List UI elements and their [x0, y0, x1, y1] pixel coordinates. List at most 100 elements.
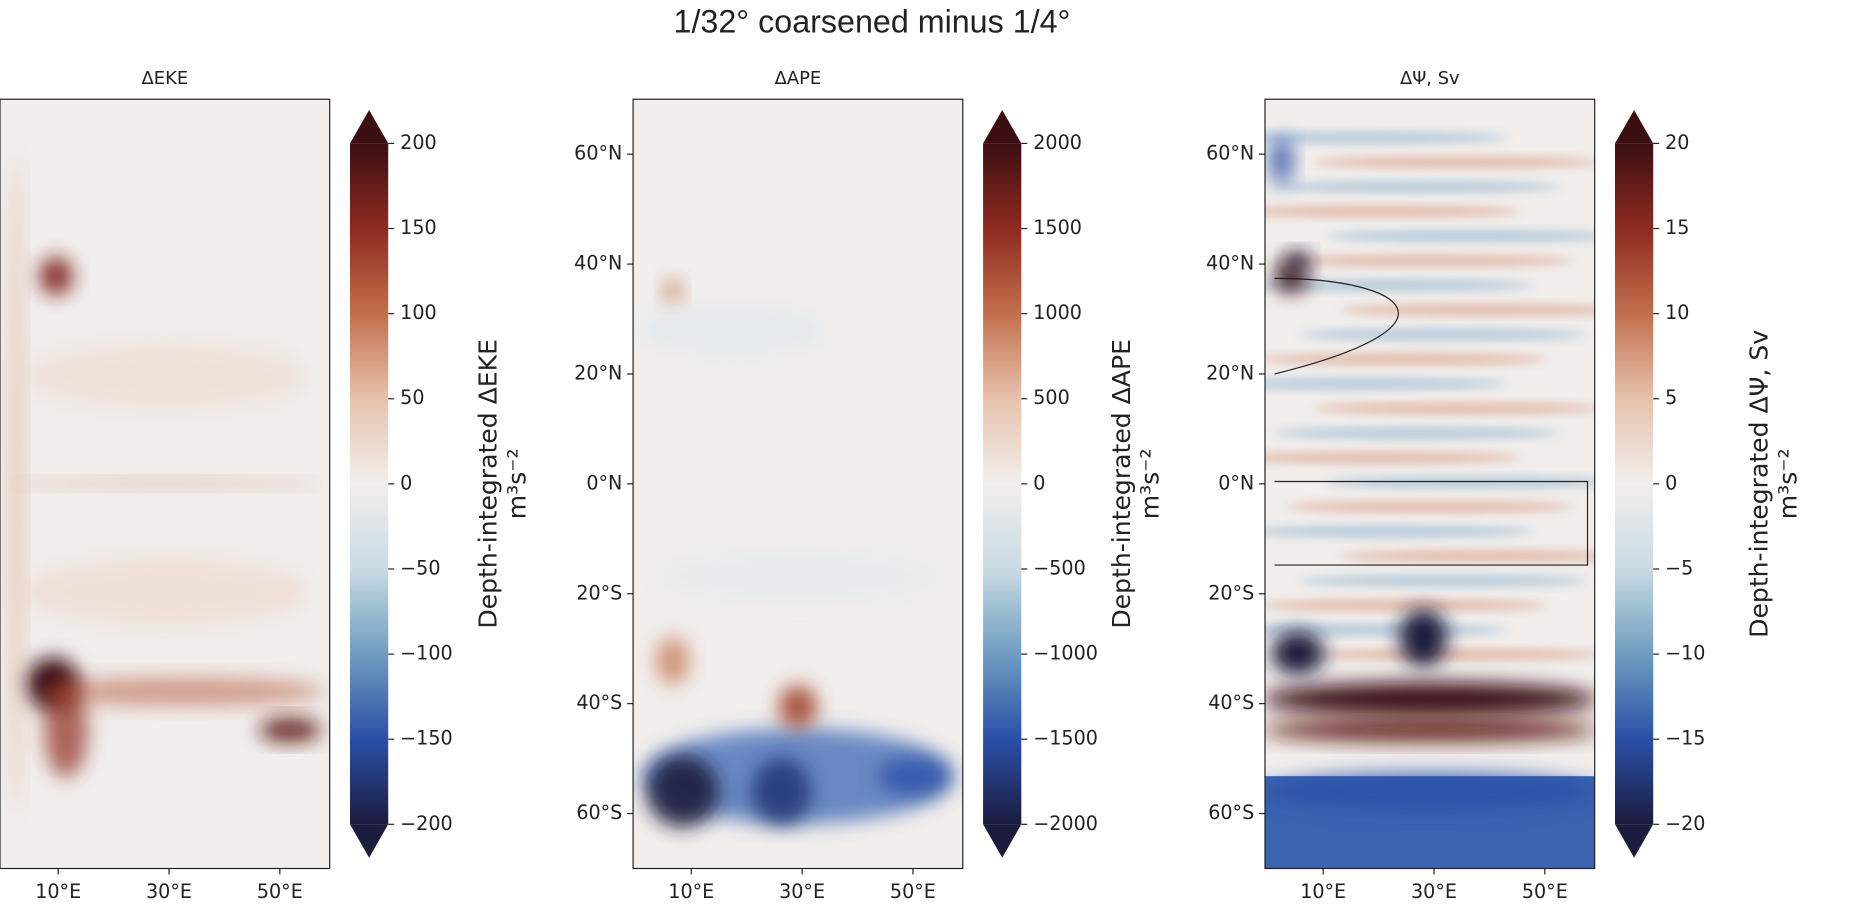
colorbar-label: Depth-integrated ΔAPE	[1107, 339, 1136, 629]
field-pattern	[1299, 328, 1587, 341]
colorbar-tick-label: −150	[400, 727, 452, 750]
field-pattern	[1286, 251, 1310, 271]
map-field	[9, 149, 325, 819]
y-tick-label: 20°N	[1206, 361, 1254, 384]
panel-title: ΔEKE	[142, 68, 189, 89]
colorbar-tick-label: −500	[1033, 556, 1086, 579]
y-tick-label: 60°N	[574, 142, 622, 165]
colorbar-extend-top	[1614, 109, 1654, 144]
colorbar-tick-label: 1500	[1033, 216, 1082, 239]
figure-title: 1/32° coarsened minus 1/4°	[674, 3, 1071, 39]
x-tick-label: 10°E	[35, 880, 81, 903]
colorbar-tick-label: −10	[1665, 642, 1705, 665]
y-tick-label: 0°N	[586, 471, 622, 494]
colorbar-tick-label: −5	[1665, 556, 1693, 579]
field-pattern	[1312, 156, 1595, 169]
field-pattern	[1299, 574, 1587, 587]
field-pattern	[21, 340, 309, 413]
field-pattern	[1399, 609, 1448, 667]
colorbar-extend-bottom	[983, 824, 1022, 858]
colorbar-tick-label: 0	[1665, 471, 1677, 494]
field-pattern	[877, 757, 950, 796]
colorbar-tick-label: −15	[1665, 727, 1705, 750]
field-pattern	[1264, 772, 1595, 811]
map-field	[1264, 131, 1595, 869]
x-tick-label: 50°E	[257, 880, 303, 903]
x-tick-label: 50°E	[890, 880, 936, 903]
field-pattern	[1312, 402, 1595, 415]
field-pattern	[1271, 631, 1325, 675]
colorbar	[1614, 143, 1654, 825]
field-pattern	[1264, 624, 1508, 636]
field-pattern	[9, 149, 24, 819]
colorbar-label: Depth-integrated ΔEKE	[474, 339, 503, 629]
field-pattern	[21, 555, 309, 628]
field-pattern	[39, 257, 73, 296]
y-tick-label: 40°S	[1208, 691, 1254, 714]
colorbar-tick-label: 15	[1665, 216, 1689, 239]
colorbar-tick-label: −200	[400, 812, 452, 835]
colorbar-tick-label: 100	[400, 301, 436, 324]
field-pattern	[1264, 205, 1521, 218]
contour-line	[1274, 277, 1399, 375]
field-pattern	[654, 552, 942, 601]
panel-title: ΔΨ, Sv	[1400, 68, 1460, 89]
y-tick-label: 20°S	[576, 581, 622, 604]
colorbar-tick-label: −100	[400, 642, 452, 665]
y-tick-label: 0°N	[1218, 471, 1254, 494]
field-pattern	[1264, 353, 1547, 366]
colorbar-tick-label: 10	[1665, 301, 1689, 324]
colorbar-tick-label: −50	[400, 556, 440, 579]
colorbar	[349, 143, 389, 825]
y-tick-label: 40°S	[576, 691, 622, 714]
x-tick-label: 30°E	[146, 880, 192, 903]
colorbar-units: m³s⁻²	[502, 448, 531, 519]
colorbar-label: Depth-integrated ΔΨ, Sv	[1745, 330, 1774, 638]
x-tick-label: 30°E	[779, 880, 825, 903]
field-pattern	[1273, 427, 1560, 440]
field-pattern	[1264, 377, 1508, 390]
colorbar-tick-label: −1500	[1033, 727, 1098, 750]
field-pattern	[1264, 682, 1595, 716]
field-pattern	[1286, 254, 1574, 267]
y-tick-label: 20°S	[1208, 581, 1254, 604]
colorbar-tick-label: −2000	[1033, 812, 1098, 835]
y-tick-label: 60°S	[576, 801, 622, 824]
y-tick-label: 60°S	[1208, 801, 1254, 824]
field-pattern	[778, 685, 818, 729]
colorbar-extend-bottom	[1614, 824, 1654, 858]
field-pattern	[37, 677, 325, 706]
colorbar-tick-label: 0	[400, 471, 412, 494]
panel-title: ΔAPE	[775, 68, 822, 89]
colorbar-tick-label: 20	[1665, 131, 1689, 154]
field-pattern	[1264, 451, 1521, 464]
field-pattern	[1326, 230, 1595, 243]
field-pattern	[1273, 180, 1560, 193]
contour-line	[1274, 480, 1589, 566]
y-tick-label: 40°N	[574, 252, 622, 275]
field-pattern	[1339, 304, 1595, 316]
x-tick-label: 10°E	[1300, 880, 1346, 903]
field-pattern	[1264, 718, 1595, 742]
colorbar-units: m³s⁻²	[1136, 448, 1165, 519]
colorbar-tick-label: −20	[1665, 812, 1705, 835]
field-pattern	[1269, 136, 1294, 185]
x-tick-label: 50°E	[1522, 880, 1568, 903]
colorbar-units: m³s⁻²	[1773, 448, 1802, 519]
field-pattern	[1286, 500, 1574, 513]
field-pattern	[751, 758, 812, 826]
y-tick-label: 60°N	[1206, 142, 1254, 165]
colorbar-extend-top	[983, 109, 1022, 144]
map-field	[636, 279, 954, 828]
y-tick-label: 20°N	[574, 361, 622, 384]
colorbar-tick-label: 0	[1033, 471, 1045, 494]
y-tick-label: 40°N	[1206, 252, 1254, 275]
field-pattern	[1326, 476, 1595, 489]
field-pattern	[1264, 131, 1508, 144]
x-tick-label: 10°E	[668, 880, 714, 903]
x-tick-label: 30°E	[1411, 880, 1457, 903]
colorbar-extend-top	[349, 109, 389, 144]
colorbar-tick-label: 200	[400, 131, 436, 154]
colorbar-tick-label: 50	[400, 386, 424, 409]
colorbar-tick-label: 500	[1033, 386, 1069, 409]
